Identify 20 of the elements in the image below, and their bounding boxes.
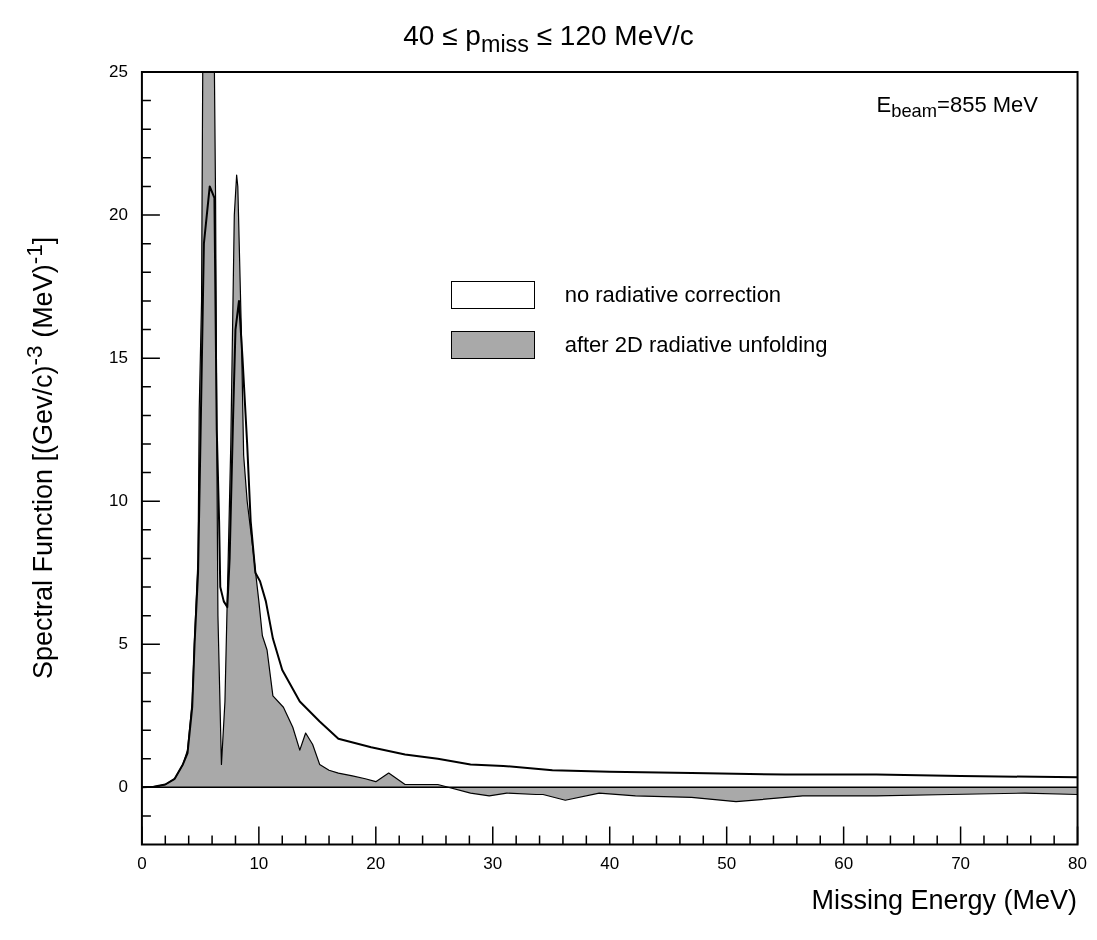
x-tick-label: 80 xyxy=(1068,854,1088,874)
annotation: E$_{beam}$=855 MeV xyxy=(876,92,1038,123)
y-tick-label: 5 xyxy=(118,633,128,653)
y-tick-label: 0 xyxy=(118,777,128,797)
y-tick-label: 10 xyxy=(108,490,128,510)
x-tick-label: 0 xyxy=(137,854,147,874)
y-tick-label: 20 xyxy=(108,204,128,224)
y-tick-label: 25 xyxy=(108,61,128,81)
legend-label: after 2D radiative unfolding xyxy=(564,331,828,358)
y-tick-label: 15 xyxy=(108,347,128,367)
x-tick-label: 60 xyxy=(834,854,854,874)
x-tick-label: 30 xyxy=(483,854,503,874)
x-tick-label: 10 xyxy=(249,854,269,874)
x-tick-label: 20 xyxy=(366,854,386,874)
x-tick-label: 40 xyxy=(600,854,620,874)
x-axis-title: Missing Energy (MeV) xyxy=(811,884,1078,916)
legend-label: no radiative correction xyxy=(564,281,782,308)
x-tick-label: 50 xyxy=(717,854,737,874)
x-tick-label: 70 xyxy=(951,854,971,874)
chart-title: 40 ≤ p$_{miss}$ ≤ 120 MeV/c xyxy=(402,20,695,58)
